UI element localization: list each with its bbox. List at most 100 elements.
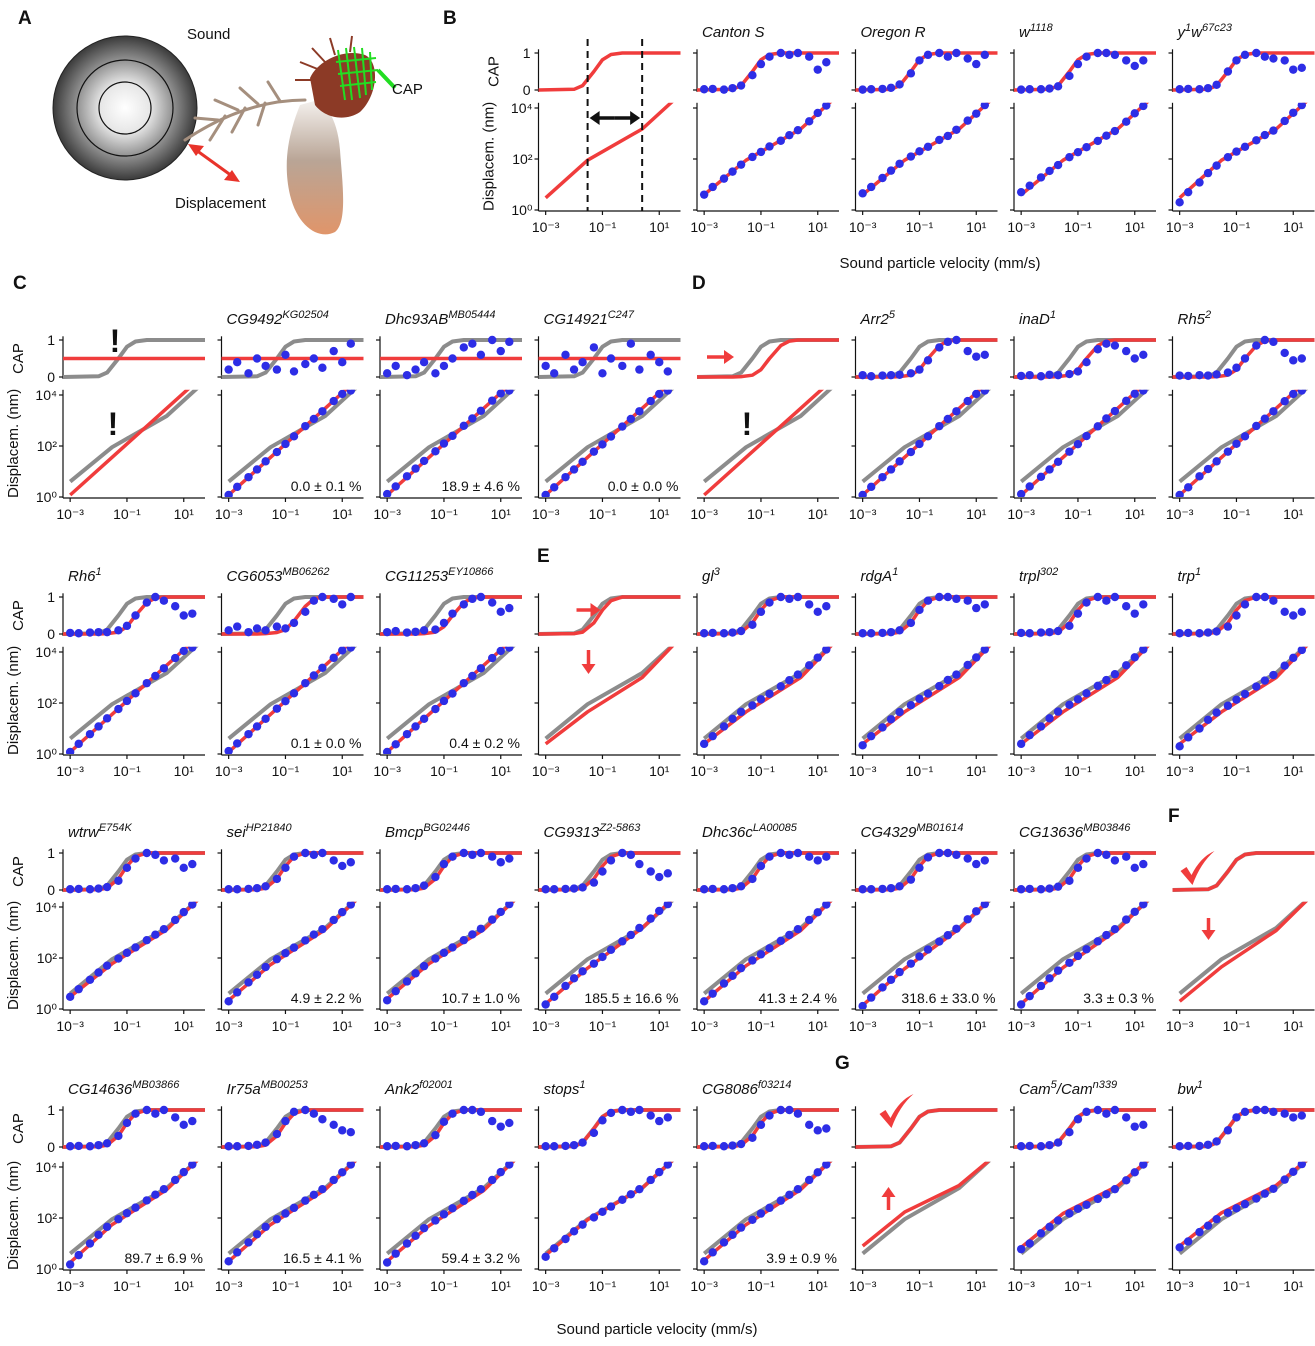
disp-point	[1054, 707, 1062, 715]
panel: 10⁻³10⁻¹10¹Ir75aMB0025316.5 ± 4.1 %	[215, 1079, 364, 1294]
disp-point	[590, 959, 598, 967]
disp-point	[1261, 676, 1269, 684]
y-tick-label: 0	[47, 626, 55, 642]
cap-point	[1131, 354, 1139, 362]
disp-axis-label: Displacem. (nm)	[5, 389, 22, 498]
x-tick-label: 10⁻³	[1007, 506, 1035, 522]
title-text: Dhc93AB	[385, 311, 448, 328]
cap-point	[814, 1126, 822, 1134]
disp-point	[1094, 937, 1102, 945]
cap-point	[1122, 1113, 1130, 1121]
cap-point	[1074, 609, 1082, 617]
disp-point	[290, 943, 298, 951]
cap-point	[1252, 1106, 1260, 1114]
cap-point	[1074, 864, 1082, 872]
x-tick-label: 10⁻¹	[1223, 763, 1251, 779]
disp-point	[964, 915, 972, 923]
cap-point	[944, 593, 952, 601]
figure: Sound CAP Displacement Sound particle ve…	[0, 0, 1315, 1341]
disp-point	[709, 183, 717, 191]
disp-point	[887, 715, 895, 723]
cap-point	[1074, 1115, 1082, 1123]
disp-point	[765, 142, 773, 150]
disp-point	[728, 1231, 736, 1239]
panel: 10⁻³10⁻¹10¹	[532, 593, 681, 779]
disp-point	[431, 1216, 439, 1224]
disp-point	[131, 1203, 139, 1211]
cap-point	[290, 853, 298, 861]
x-tick-label: 10⁻¹	[589, 506, 617, 522]
x-tick-label: 10¹	[491, 506, 512, 522]
x-tick-label: 10¹	[966, 219, 987, 235]
x-tick-label: 10⁻³	[1166, 1018, 1194, 1034]
disp-point	[403, 1239, 411, 1247]
cap-point	[907, 619, 915, 627]
disp-point	[66, 993, 74, 1001]
cap-point	[1094, 1106, 1102, 1114]
cap-point	[664, 367, 672, 375]
cap-point	[253, 884, 261, 892]
x-tick-label: 10⁻³	[532, 1018, 560, 1034]
disp-point	[1261, 131, 1269, 139]
x-tick-label: 10¹	[808, 219, 829, 235]
disp-point	[338, 908, 346, 916]
diagram-a: Sound CAP Displacement	[53, 26, 423, 234]
disp-point	[253, 1230, 261, 1238]
x-tick-label: 10⁻³	[1166, 1278, 1194, 1294]
disp-point	[964, 661, 972, 669]
cap-point	[477, 849, 485, 857]
disp-point	[647, 914, 655, 922]
disp-point	[1269, 671, 1277, 679]
disp-point	[887, 465, 895, 473]
disp-point	[765, 1204, 773, 1212]
disp-point	[411, 969, 419, 977]
cap-point	[233, 885, 241, 893]
cap-point	[1241, 51, 1249, 59]
disp-point	[497, 1168, 505, 1176]
cap-point	[794, 593, 802, 601]
y-tick-label: 1	[47, 845, 55, 861]
disp-point	[1026, 731, 1034, 739]
cap-point	[151, 1110, 159, 1118]
disp-note: !	[742, 406, 753, 442]
disp-point	[290, 432, 298, 440]
disp-fit	[863, 1157, 994, 1246]
cap-point	[944, 338, 952, 346]
title-text: wtrw	[68, 824, 100, 841]
panel-title: Rh52	[1178, 309, 1212, 328]
disp-point	[981, 645, 989, 653]
disp-point	[1102, 131, 1110, 139]
cap-point	[488, 853, 496, 861]
disp-point	[635, 1185, 643, 1193]
cap-point	[411, 628, 419, 636]
cap-axis-label: CAP	[486, 56, 503, 87]
disp-point	[627, 415, 635, 423]
disp-point	[748, 956, 756, 964]
disp-point	[1037, 473, 1045, 481]
cap-point	[1111, 1106, 1119, 1114]
disp-point	[330, 916, 338, 924]
cap-point	[1102, 49, 1110, 57]
panel: 10⁻³10⁻¹10¹w1118	[1007, 22, 1156, 235]
cap-point	[737, 882, 745, 890]
x-tick-label: 10⁻³	[1007, 763, 1035, 779]
cap-point	[598, 1116, 606, 1124]
percent-label: 4.9 ± 2.2 %	[291, 990, 362, 1006]
cap-point	[1102, 851, 1110, 859]
disp-point	[347, 386, 355, 394]
disp-point	[1111, 1185, 1119, 1193]
cap-point	[887, 84, 895, 92]
cap-point	[1261, 53, 1269, 61]
disp-point	[915, 147, 923, 155]
disp-point	[290, 689, 298, 697]
cap-point	[420, 881, 428, 889]
disp-point	[1204, 1221, 1212, 1229]
cap-point	[627, 851, 635, 859]
disp-point	[1074, 148, 1082, 156]
cap-point	[1026, 85, 1034, 93]
disp-point	[757, 695, 765, 703]
disp-point	[318, 407, 326, 415]
disp-point	[1261, 414, 1269, 422]
cap-point	[253, 354, 261, 362]
cap-point	[924, 597, 932, 605]
